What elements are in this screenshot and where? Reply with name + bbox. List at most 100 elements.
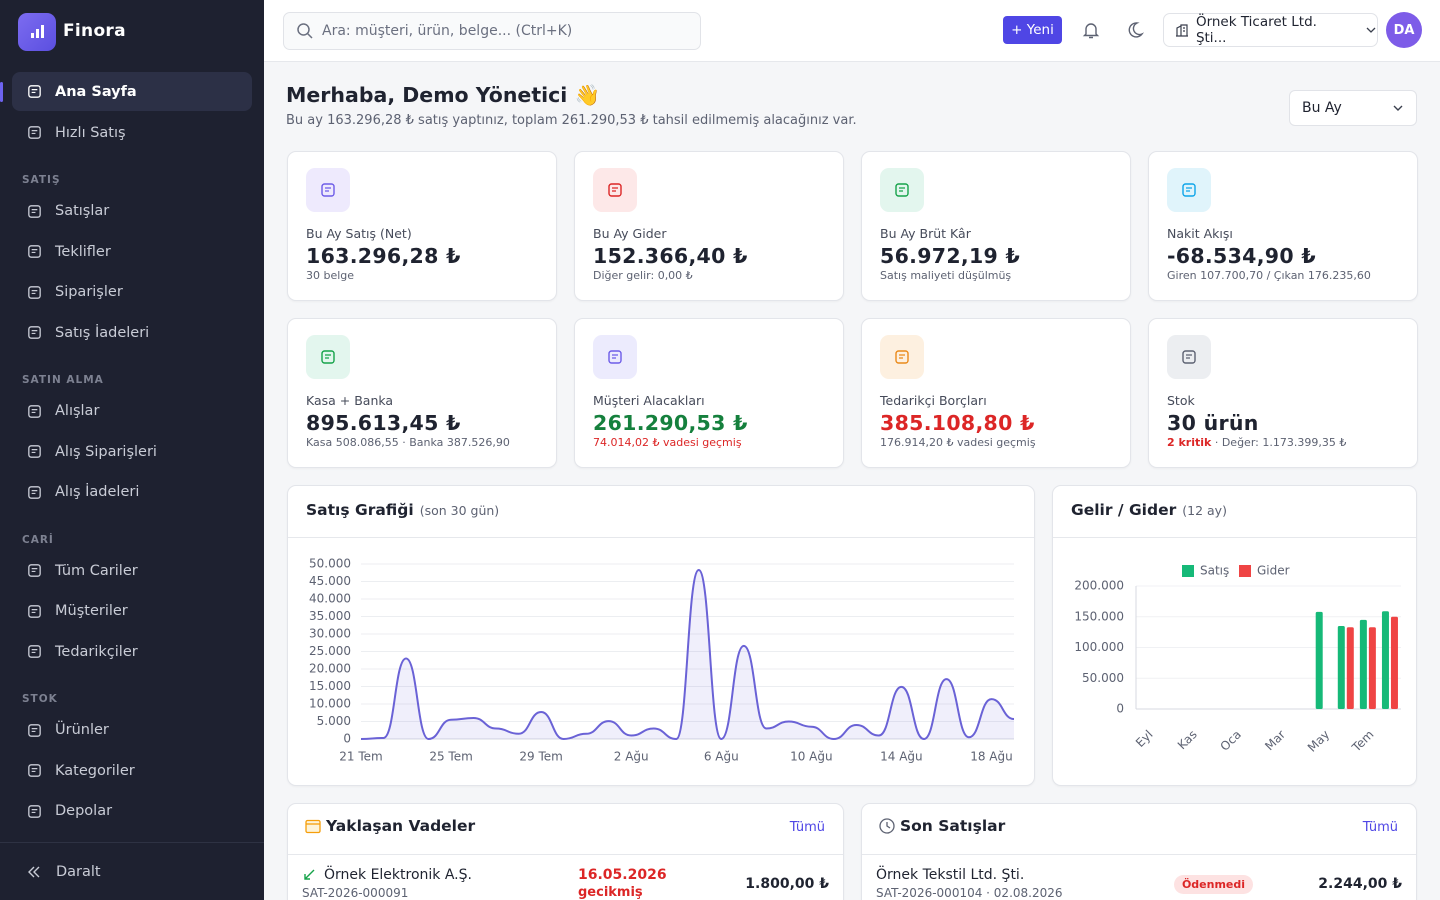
view-all[interactable]: Tümü xyxy=(1362,820,1398,835)
bar xyxy=(1337,625,1345,709)
nav-item[interactable]: Satış İadeleri xyxy=(12,313,252,354)
legend-swatch xyxy=(1239,565,1251,577)
kpi-icon xyxy=(1167,168,1211,212)
row-code: SAT-2026-000091 xyxy=(302,886,409,900)
recent-sales-card: Son Satışlar Tümü Örnek Tekstil Ltd. Şti… xyxy=(861,803,1417,900)
x-tick-label: 2 Ağu xyxy=(614,750,649,764)
kpi-note-wrap: Satış maliyeti düşülmüş xyxy=(880,269,1011,282)
kpi-value: 385.108,80 ₺ xyxy=(880,411,1035,435)
icon-shape xyxy=(31,249,38,254)
nav-label: Siparişler xyxy=(55,284,123,301)
nav-label: Satış İadeleri xyxy=(55,324,150,341)
row-amount: 2.244,00 ₺ xyxy=(1318,876,1402,892)
icon-shape xyxy=(31,768,38,773)
avatar[interactable]: DA xyxy=(1386,12,1422,48)
nav-item[interactable]: Kategoriler xyxy=(12,751,252,792)
period-select[interactable]: Bu Ay xyxy=(1289,90,1417,126)
icon-shape xyxy=(608,350,622,364)
y-tick-label: 25.000 xyxy=(309,644,351,658)
chart-subtitle: (son 30 gün) xyxy=(419,503,500,518)
notifications[interactable] xyxy=(1081,20,1101,40)
x-tick-label: 14 Ağu xyxy=(880,750,923,764)
kpi-card: Bu Ay Satış (Net) 163.296,28 ₺ 30 belge xyxy=(287,151,557,301)
logo[interactable] xyxy=(18,13,56,51)
nav-item[interactable]: Müşteriler xyxy=(12,591,252,632)
nav-icon xyxy=(28,645,41,659)
icon-shape xyxy=(28,564,41,578)
list-title: Yaklaşan Vadeler xyxy=(304,817,475,835)
nav-item[interactable]: Depolar xyxy=(12,791,252,832)
icon-shape xyxy=(31,289,38,294)
kpi-icon xyxy=(1167,335,1211,379)
company-selector[interactable]: Örnek Ticaret Ltd. Şti... xyxy=(1163,13,1378,47)
icon-shape xyxy=(31,449,38,454)
kpi-card: Stok 30 ürün 2 kritik · Değer: 1.173.399,3… xyxy=(1148,318,1418,468)
y-tick-label: 10.000 xyxy=(309,697,351,711)
nav-item[interactable]: Alış Siparişleri xyxy=(12,432,252,473)
nav-label: Alış İadeleri xyxy=(55,484,140,501)
chart: 0 50.000 100.000 150.000 200.000 Eyl Kas Oca Mar… xyxy=(1074,564,1401,755)
nav-item[interactable]: Ürünler xyxy=(12,710,252,751)
bar xyxy=(1315,611,1323,709)
nav-item[interactable]: Satışlar xyxy=(12,191,252,232)
nav-item[interactable]: Ana Sayfa xyxy=(12,72,252,111)
nav-icon xyxy=(28,604,41,618)
collapse-button[interactable]: Daralt xyxy=(0,842,264,900)
bar xyxy=(1346,627,1354,709)
icon-shape xyxy=(895,183,909,197)
legend-label: Gider xyxy=(1257,564,1290,578)
icon-shape xyxy=(31,649,38,654)
collapse-icon xyxy=(28,866,40,877)
kpi-value: 895.613,45 ₺ xyxy=(306,411,461,435)
nav-label: Depolar xyxy=(55,803,113,820)
y-tick-label: 35.000 xyxy=(309,609,351,623)
list-title-text: Yaklaşan Vadeler xyxy=(326,817,476,835)
row-amount: 1.800,00 ₺ xyxy=(745,876,829,892)
icon-shape xyxy=(31,568,38,573)
nav-item[interactable]: Alış İadeleri xyxy=(12,472,252,513)
nav-label: Alış Siparişleri xyxy=(55,443,157,460)
kpi-note-wrap: Kasa 508.086,55 · Banka 387.526,90 xyxy=(306,436,510,449)
sidebar: Finora Ana Sayfa Hızlı Satış SATIŞ Satışlar… xyxy=(0,0,264,900)
icon-shape xyxy=(1186,354,1192,359)
nav-label: Satışlar xyxy=(55,203,110,220)
icon-shape xyxy=(899,187,905,192)
nav-item[interactable]: Siparişler xyxy=(12,272,252,313)
icon-shape xyxy=(28,604,41,618)
y-tick-label: 30.000 xyxy=(309,627,351,641)
icon-shape xyxy=(28,245,41,259)
kpi-note: Diğer gelir: 0,00 ₺ xyxy=(593,269,693,282)
chart-title: Gelir / Gider (12 ay) xyxy=(1071,501,1227,519)
nav-heading: SATIN ALMA xyxy=(22,374,104,386)
nav-item[interactable]: Alışlar xyxy=(12,391,252,432)
kpi-card: Kasa + Banka 895.613,45 ₺ Kasa 508.086,55 … xyxy=(287,318,557,468)
nav-icon xyxy=(28,764,41,778)
icon-shape xyxy=(895,350,909,364)
kpi-icon-glyph xyxy=(321,350,335,364)
kpi-icon-glyph xyxy=(1182,183,1196,197)
icon-shape xyxy=(1186,187,1192,192)
nav-item[interactable]: Teklifler xyxy=(12,232,252,273)
new-button[interactable]: + Yeni xyxy=(1003,16,1062,44)
nav-item[interactable]: Tüm Cariler xyxy=(12,551,252,592)
x-tick-label: 10 Ağu xyxy=(790,750,833,764)
kpi-note-wrap: 176.914,20 ₺ vadesi geçmiş xyxy=(880,436,1036,449)
brand: Finora xyxy=(63,21,126,41)
y-tick-label: 0 xyxy=(343,732,351,746)
icon-shape xyxy=(28,85,41,98)
nav-icon xyxy=(28,445,41,459)
nav-item[interactable]: Tedarikçiler xyxy=(12,632,252,673)
bar xyxy=(1390,616,1398,709)
nav-item[interactable]: Hızlı Satış xyxy=(12,113,252,154)
search[interactable]: Ara: müşteri, ürün, belge... (Ctrl+K) xyxy=(283,12,701,50)
nav-icon xyxy=(28,285,41,299)
y-tick-label: 0 xyxy=(1116,702,1124,716)
income-expense-card: Gelir / Gider (12 ay) 0 50.000 100.000 150.0… xyxy=(1052,485,1417,786)
y-tick-label: 200.000 xyxy=(1074,579,1124,593)
x-tick-label: 25 Tem xyxy=(429,750,472,764)
theme-toggle[interactable] xyxy=(1125,20,1145,40)
kpi-card: Bu Ay Gider 152.366,40 ₺ Diğer gelir: 0,00… xyxy=(574,151,844,301)
view-all[interactable]: Tümü xyxy=(789,820,825,835)
nav-icon xyxy=(28,245,41,259)
clock-icon xyxy=(879,818,895,834)
